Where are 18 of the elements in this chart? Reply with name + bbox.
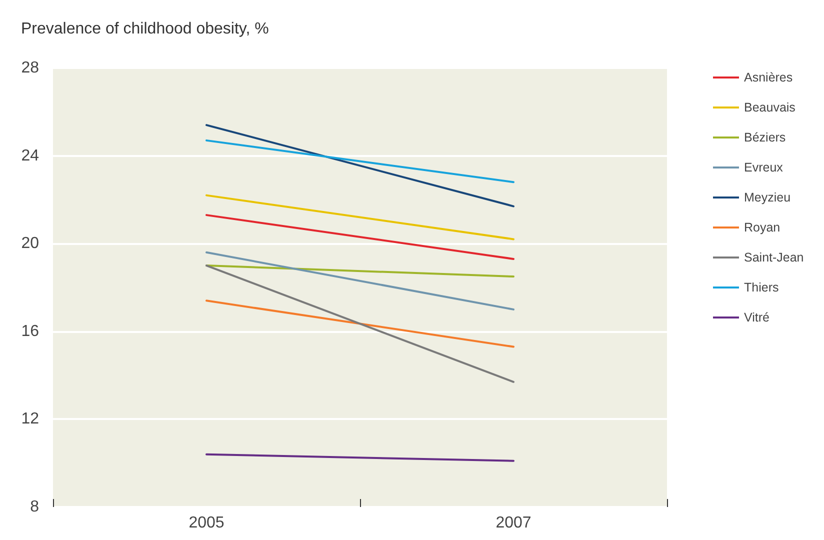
y-tick-label: 16	[21, 322, 40, 340]
y-tick-label: 28	[21, 60, 40, 76]
legend-label: Thiers	[744, 280, 779, 294]
y-tick-label: 8	[30, 498, 40, 516]
chart-title: Prevalence of childhood obesity, %	[21, 20, 269, 38]
y-tick-label: 24	[21, 147, 40, 164]
legend-label: Vitré	[744, 310, 770, 324]
x-tick-label: 2005	[188, 514, 224, 532]
legend-label: Meyzieu	[744, 190, 791, 204]
legend-label: Evreux	[744, 160, 784, 174]
y-tick-label: 12	[21, 410, 40, 428]
legend-label: Asnières	[744, 70, 793, 84]
x-tick-label: 2007	[496, 514, 532, 532]
legend-label: Béziers	[744, 130, 786, 144]
legend-label: Royan	[744, 220, 780, 234]
y-tick-label: 20	[21, 235, 40, 252]
legend-label: Beauvais	[744, 100, 796, 114]
legend-label: Saint-Jean	[744, 250, 804, 264]
